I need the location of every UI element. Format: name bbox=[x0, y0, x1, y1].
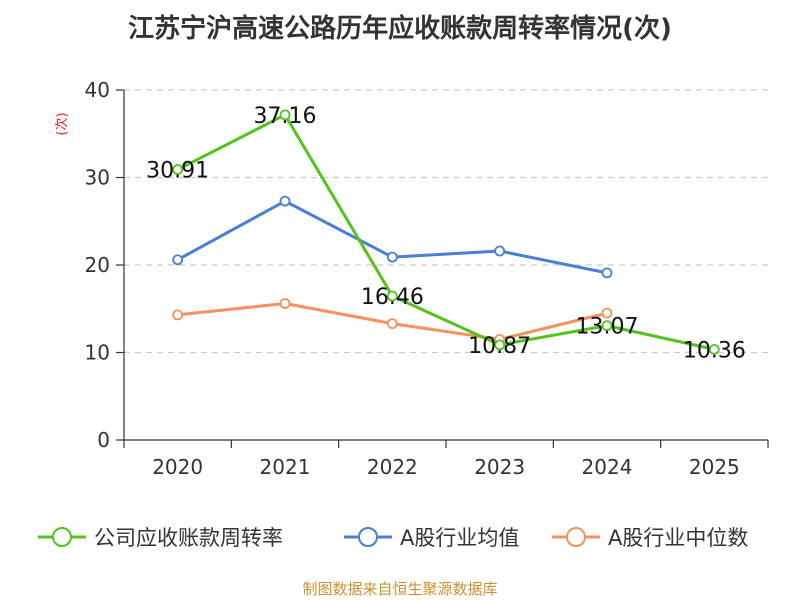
source-note: 制图数据来自恒生聚源数据库 bbox=[302, 580, 498, 598]
y-tick-label: 30 bbox=[85, 166, 110, 190]
x-tick-label: 2024 bbox=[582, 455, 633, 479]
data-point[interactable] bbox=[494, 245, 506, 257]
x-tick-label: 2021 bbox=[260, 455, 311, 479]
data-point[interactable] bbox=[494, 339, 506, 351]
data-point[interactable] bbox=[172, 164, 184, 175]
y-tick-label: 10 bbox=[85, 341, 110, 365]
data-point[interactable] bbox=[172, 309, 184, 321]
data-point[interactable] bbox=[386, 318, 398, 330]
data-point[interactable] bbox=[279, 195, 291, 207]
data-point[interactable] bbox=[601, 307, 613, 319]
x-tick-label: 2025 bbox=[689, 455, 740, 479]
legend-label[interactable]: A股行业中位数 bbox=[608, 526, 748, 550]
data-point[interactable] bbox=[279, 298, 291, 309]
legend-marker[interactable] bbox=[52, 527, 72, 547]
data-point[interactable] bbox=[172, 254, 184, 266]
y-tick-label: 40 bbox=[85, 78, 110, 102]
legend-label[interactable]: 公司应收账款周转率 bbox=[94, 526, 283, 550]
data-point[interactable] bbox=[601, 267, 613, 279]
x-tick-label: 2020 bbox=[152, 455, 203, 479]
data-point[interactable] bbox=[708, 343, 720, 355]
series-line-0 bbox=[176, 113, 715, 351]
data-label: 16.46 bbox=[361, 285, 424, 310]
data-label: 10.87 bbox=[468, 334, 531, 359]
data-label: 13.07 bbox=[576, 315, 639, 340]
x-tick-label: 2022 bbox=[367, 455, 418, 479]
data-label: 10.36 bbox=[683, 338, 746, 363]
data-label: 37.16 bbox=[254, 104, 317, 129]
legend-label[interactable]: A股行业均值 bbox=[400, 526, 519, 550]
data-point[interactable] bbox=[601, 320, 613, 332]
y-axis-label: (次) bbox=[54, 112, 70, 135]
data-point[interactable] bbox=[279, 109, 291, 121]
data-point[interactable] bbox=[386, 251, 398, 263]
data-label: 30.91 bbox=[146, 159, 209, 184]
chart-title: 江苏宁沪高速公路历年应收账款周转率情况(次) bbox=[128, 14, 672, 44]
data-point[interactable] bbox=[386, 290, 398, 302]
y-tick-label: 0 bbox=[97, 428, 110, 452]
y-tick-label: 20 bbox=[85, 253, 110, 277]
x-tick-label: 2023 bbox=[474, 455, 525, 479]
legend-marker[interactable] bbox=[566, 527, 586, 547]
legend-marker[interactable] bbox=[358, 527, 378, 547]
